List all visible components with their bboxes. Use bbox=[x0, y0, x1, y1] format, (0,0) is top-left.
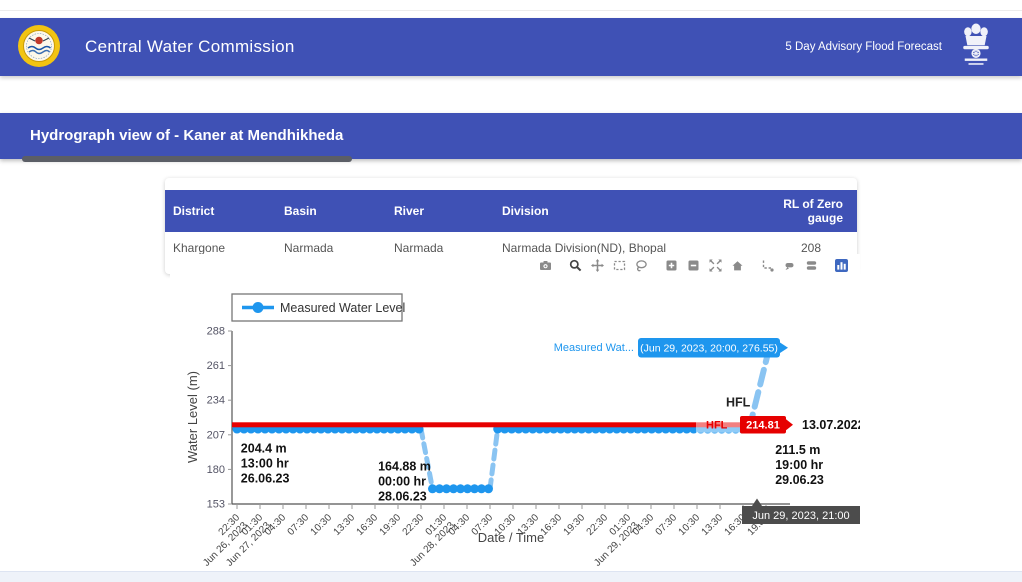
series-measured-water-level[interactable] bbox=[232, 342, 773, 494]
svg-text:07:30: 07:30 bbox=[654, 512, 680, 538]
svg-text:13:30: 13:30 bbox=[700, 512, 726, 538]
column-header: Division bbox=[494, 190, 765, 232]
column-header: District bbox=[165, 190, 276, 232]
hover-compare-icon[interactable] bbox=[805, 259, 818, 272]
hover-tooltip: Measured Wat... (Jun 29, 2023, 20:00, 276… bbox=[554, 338, 788, 358]
svg-text:Measured Wat...: Measured Wat... bbox=[554, 342, 634, 354]
india-national-emblem-icon bbox=[958, 22, 994, 73]
page-header-bar: Hydrograph view of - Kaner at Mendhikhed… bbox=[0, 113, 1022, 162]
svg-text:13:30: 13:30 bbox=[332, 512, 358, 538]
hfl-top-label: HFL bbox=[726, 396, 751, 410]
legend[interactable]: Measured Water Level bbox=[231, 293, 405, 322]
svg-text:22:30: 22:30 bbox=[585, 512, 611, 538]
pan-icon[interactable] bbox=[591, 259, 604, 272]
hover-closest-icon[interactable] bbox=[783, 259, 796, 272]
svg-text:19:30: 19:30 bbox=[562, 512, 588, 538]
camera-icon[interactable] bbox=[539, 259, 552, 272]
advisory-link[interactable]: 5 Day Advisory Flood Forecast bbox=[785, 41, 942, 53]
cwc-logo bbox=[17, 24, 61, 68]
hfl-date-label: 13.07.2022 bbox=[802, 418, 860, 432]
app-header: Central Water Commission 5 Day Advisory … bbox=[0, 18, 1022, 76]
svg-text:(Jun 29, 2023, 20:00, 276.55): (Jun 29, 2023, 20:00, 276.55) bbox=[640, 342, 778, 354]
svg-text:04:30: 04:30 bbox=[631, 512, 657, 538]
svg-text:16:30: 16:30 bbox=[355, 512, 381, 538]
annotation: 164.88 m 00:00 hr 28.06.23 bbox=[378, 460, 431, 504]
hfl-value-box: 214.81 bbox=[740, 415, 793, 434]
horizontal-scrollbar-thumb[interactable] bbox=[22, 156, 352, 162]
reset-axes-icon[interactable] bbox=[731, 259, 744, 272]
svg-text:153: 153 bbox=[207, 499, 225, 511]
table-cell: Khargone bbox=[173, 241, 226, 255]
column-header: Basin bbox=[276, 190, 386, 232]
station-table: District Basin River Division RL of Zero gau… bbox=[165, 190, 857, 266]
table-cell: Narmada bbox=[284, 241, 334, 255]
app-title: Central Water Commission bbox=[85, 37, 295, 56]
box-select-icon[interactable] bbox=[613, 259, 626, 272]
axis-tooltip: Jun 29, 2023, 21:00 bbox=[742, 498, 860, 524]
column-header: River bbox=[386, 190, 494, 232]
table-cell: 208 bbox=[800, 241, 822, 255]
table-cell: Narmada Division(ND), Bhopal bbox=[502, 241, 667, 255]
zoom-in-icon[interactable] bbox=[665, 259, 678, 272]
footer-strip bbox=[0, 571, 1022, 582]
svg-text:207: 207 bbox=[207, 429, 225, 441]
svg-text:01:30Jun 29, 2023: 01:30Jun 29, 2023 bbox=[584, 512, 641, 567]
svg-text:Jun 29, 2023, 21:00: Jun 29, 2023, 21:00 bbox=[752, 510, 849, 522]
page-top-divider bbox=[0, 10, 1022, 11]
lasso-select-icon[interactable] bbox=[635, 259, 648, 272]
annotation: 211.5 m 19:00 hr 29.06.23 bbox=[775, 443, 824, 487]
svg-text:214.81: 214.81 bbox=[746, 419, 780, 431]
svg-text:04:30: 04:30 bbox=[263, 512, 289, 538]
svg-text:10:30: 10:30 bbox=[309, 512, 335, 538]
zoom-out-icon[interactable] bbox=[687, 259, 700, 272]
page-title: Hydrograph view of - Kaner at Mendhikhed… bbox=[30, 127, 344, 144]
svg-text:234: 234 bbox=[207, 395, 225, 407]
svg-text:261: 261 bbox=[207, 360, 225, 372]
svg-text:22:30: 22:30 bbox=[401, 512, 427, 538]
x-axis-title: Date / Time bbox=[478, 530, 544, 545]
column-header: RL of Zero gauge bbox=[765, 190, 857, 232]
svg-text:10:30: 10:30 bbox=[677, 512, 703, 538]
svg-text:01:30Jun 28, 2023: 01:30Jun 28, 2023 bbox=[400, 512, 457, 567]
table-row: Khargone Narmada Narmada Narmada Division(N… bbox=[165, 232, 857, 266]
annotation: 204.4 m 13:00 hr 26.06.23 bbox=[241, 442, 290, 486]
svg-text:288: 288 bbox=[207, 326, 225, 338]
y-axis-title: Water Level (m) bbox=[185, 371, 200, 463]
toggle-spikelines-icon[interactable] bbox=[761, 259, 774, 272]
autoscale-icon[interactable] bbox=[709, 259, 722, 272]
zoom-icon[interactable] bbox=[569, 259, 582, 272]
hfl-line: HFL bbox=[232, 416, 740, 433]
svg-text:Measured Water Level: Measured Water Level bbox=[280, 301, 405, 315]
plotly-logo-icon[interactable] bbox=[835, 259, 848, 272]
table-cell: Narmada bbox=[394, 241, 444, 255]
hfl-inline-label: HFL bbox=[706, 420, 728, 432]
hydrograph-plot[interactable]: 153 180 207 234 261 288 Water Level (m) 22:30 Ju… bbox=[170, 254, 860, 567]
svg-text:180: 180 bbox=[207, 464, 225, 476]
svg-text:19:30: 19:30 bbox=[378, 512, 404, 538]
svg-text:07:30: 07:30 bbox=[286, 512, 312, 538]
svg-text:04:30: 04:30 bbox=[447, 512, 473, 538]
hydrograph-chart-card: 153 180 207 234 261 288 Water Level (m) 22:30 Ju… bbox=[170, 254, 860, 567]
plotly-modebar bbox=[539, 259, 848, 272]
